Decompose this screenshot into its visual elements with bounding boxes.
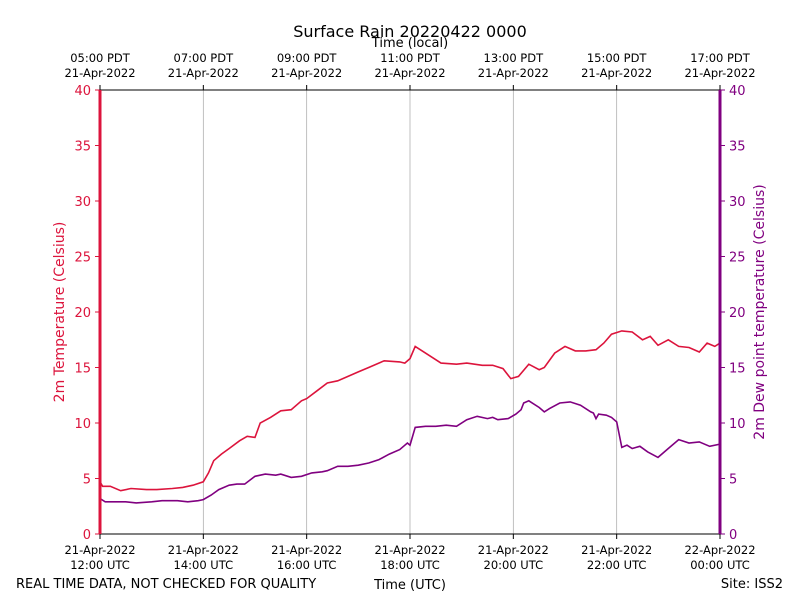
bottom-x-tick-time: 22:00 UTC: [587, 558, 647, 572]
right-y-tick-label: 35: [729, 140, 746, 155]
right-y-axis: 0 5 10 15 20 25 30 35 40: [720, 84, 746, 543]
top-x-tick-date: 21-Apr-2022: [64, 66, 135, 80]
right-y-tick-label: 25: [729, 251, 746, 266]
left-y-axis: 0 5 10 15 20 25 30 35 40: [74, 84, 100, 543]
site-label: Site: ISS2: [721, 577, 783, 592]
right-y-tick-label: 20: [729, 306, 746, 321]
left-y-tick-label: 15: [74, 362, 91, 377]
bottom-x-tick-time: 12:00 UTC: [70, 558, 130, 572]
grid-lines: [202, 90, 618, 534]
top-x-tick-date: 21-Apr-2022: [271, 66, 342, 80]
left-y-tick-label: 0: [83, 528, 91, 543]
top-x-tick-time: 17:00 PDT: [690, 51, 751, 65]
right-y-tick-label: 40: [729, 84, 746, 99]
bottom-x-tick-date: 21-Apr-2022: [271, 543, 342, 557]
right-y-tick-label: 15: [729, 362, 746, 377]
top-x-tick-date: 21-Apr-2022: [684, 66, 755, 80]
left-y-tick-label: 10: [74, 417, 91, 432]
top-x-tick-date: 21-Apr-2022: [374, 66, 445, 80]
right-y-tick-label: 0: [729, 528, 737, 543]
dewpoint-series-line: [99, 399, 721, 504]
left-y-tick-label: 5: [83, 473, 91, 488]
bottom-x-tick-date: 21-Apr-2022: [581, 543, 652, 557]
bottom-x-tick-time: 14:00 UTC: [174, 558, 234, 572]
top-x-tick-time: 15:00 PDT: [587, 51, 648, 65]
top-x-tick-time: 13:00 PDT: [484, 51, 545, 65]
bottom-x-tick-time: 18:00 UTC: [380, 558, 440, 572]
top-axis-label: Time (local): [371, 36, 448, 51]
top-x-tick-date: 21-Apr-2022: [581, 66, 652, 80]
bottom-x-tick-time: 00:00 UTC: [690, 558, 750, 572]
bottom-x-tick-date: 21-Apr-2022: [168, 543, 239, 557]
top-x-tick-time: 05:00 PDT: [70, 51, 131, 65]
bottom-x-tick-date: 22-Apr-2022: [684, 543, 755, 557]
left-y-tick-label: 40: [74, 84, 91, 99]
right-y-tick-label: 30: [729, 195, 746, 210]
top-x-tick-time: 11:00 PDT: [380, 51, 441, 65]
bottom-axis-label: Time (UTC): [373, 578, 446, 593]
left-y-tick-label: 35: [74, 140, 91, 155]
bottom-x-tick-time: 20:00 UTC: [484, 558, 544, 572]
bottom-x-tick-date: 21-Apr-2022: [478, 543, 549, 557]
top-x-tick-time: 07:00 PDT: [174, 51, 235, 65]
quality-disclaimer: REAL TIME DATA, NOT CHECKED FOR QUALITY: [16, 577, 316, 592]
chart-title: Surface Rain 20220422 0000: [293, 22, 527, 41]
top-x-tick-date: 21-Apr-2022: [168, 66, 239, 80]
left-y-axis-label: 2m Temperature (Celsius): [52, 222, 68, 403]
bottom-x-tick-date: 21-Apr-2022: [64, 543, 135, 557]
right-y-tick-label: 5: [729, 473, 737, 488]
left-y-tick-label: 25: [74, 251, 91, 266]
left-y-tick-label: 20: [74, 306, 91, 321]
bottom-x-tick-date: 21-Apr-2022: [374, 543, 445, 557]
temperature-series-line: [99, 330, 721, 492]
right-y-tick-label: 10: [729, 417, 746, 432]
bottom-x-tick-time: 16:00 UTC: [277, 558, 337, 572]
right-y-axis-label: 2m Dew point temperature (Celsius): [752, 184, 768, 439]
left-y-tick-label: 30: [74, 195, 91, 210]
top-x-tick-time: 09:00 PDT: [277, 51, 338, 65]
top-x-tick-date: 21-Apr-2022: [478, 66, 549, 80]
